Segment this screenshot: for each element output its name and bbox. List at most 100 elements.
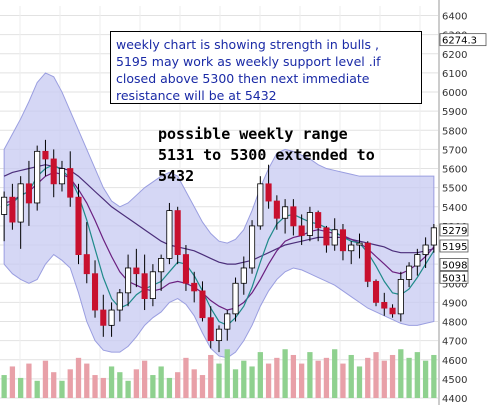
candle-body (224, 313, 231, 330)
volume-bar (431, 354, 437, 398)
y-tick-label: 5600 (442, 165, 467, 176)
candle-body (232, 282, 239, 315)
volume-bar (59, 380, 65, 398)
candle-body (315, 212, 322, 229)
candle-body (100, 309, 107, 326)
candle-body (108, 309, 115, 326)
candle-body (166, 210, 173, 259)
candle-body (116, 292, 123, 311)
volume-bar (9, 366, 16, 398)
candle-body (125, 267, 132, 294)
candle-body (42, 150, 49, 160)
candle-body (141, 273, 148, 299)
candle-body (75, 196, 82, 255)
candle-body (348, 244, 355, 252)
candle-body (323, 227, 330, 246)
candle-body (356, 242, 363, 246)
candle-body (249, 225, 256, 269)
volume-bar (356, 366, 363, 398)
candle-body (17, 183, 24, 223)
candle-body (182, 254, 189, 284)
volume-bar (381, 360, 387, 398)
candle-body (430, 227, 437, 246)
candle-body (158, 258, 165, 273)
volume-bar (183, 357, 189, 398)
candle-body (191, 282, 198, 292)
volume-bar (51, 372, 57, 398)
volume-bar (365, 357, 371, 398)
y-tick-label: 4700 (442, 337, 467, 348)
candle-body (174, 210, 181, 255)
y-tick-label: 6100 (442, 69, 467, 80)
volume-bar (199, 375, 206, 398)
candle-body (331, 229, 338, 246)
volume-bar (298, 363, 305, 398)
price-tag (439, 239, 469, 253)
candle-body (298, 225, 305, 236)
volume-bar (175, 372, 181, 398)
y-tick-label: 6000 (442, 88, 467, 99)
volume-bar (92, 375, 98, 398)
y-tick-label: 4600 (442, 356, 467, 367)
volume-bar (422, 360, 429, 398)
candle-body (199, 290, 206, 319)
volume-bar (26, 363, 32, 398)
y-tick-label: 5700 (442, 145, 467, 156)
moving-average-line (3, 164, 435, 327)
volume-bar (373, 352, 379, 398)
y-tick-label: 5900 (442, 107, 467, 118)
volume-bar (133, 369, 140, 398)
candle-body (83, 254, 90, 275)
weekly-range-note: possible weekly range 5131 to 5300 exten… (158, 125, 375, 185)
y-tick-label: 4900 (442, 298, 467, 309)
candle-body (414, 254, 421, 267)
volume-bar (117, 372, 123, 398)
candle-body (240, 267, 247, 284)
volume-bar (208, 354, 214, 398)
candle-body (9, 196, 16, 223)
y-tick-label: 5000 (442, 279, 467, 290)
price-tag-label: 5031 (442, 273, 467, 284)
candle-body (265, 183, 272, 202)
price-tag-label: 5279 (442, 226, 467, 237)
volume-bar (265, 363, 272, 398)
moving-average-line (3, 164, 435, 265)
candle-body (67, 168, 74, 198)
candle-body (290, 206, 297, 227)
volume-bar (108, 366, 115, 398)
y-tick-label: 4400 (442, 394, 467, 405)
candle-body (133, 267, 140, 275)
volume-bar (18, 377, 24, 398)
candle-body (1, 196, 8, 215)
price-tag-label: 6274.3 (442, 36, 477, 47)
y-tick-label: 5800 (442, 126, 467, 137)
volume-bar (67, 369, 73, 398)
price-tag (439, 258, 469, 271)
candle-body (422, 244, 429, 255)
price-tag (439, 33, 487, 47)
candle-body (257, 183, 264, 227)
volume-bar (257, 352, 263, 398)
candle-body (50, 158, 57, 185)
volume-bar (290, 354, 297, 398)
volume-bar (150, 375, 156, 398)
candle-body (282, 206, 289, 219)
volume-bar (340, 363, 346, 398)
y-tick-label: 6200 (442, 50, 467, 61)
volume-bar (389, 354, 396, 398)
volume-bar (323, 357, 330, 398)
y-tick-label: 5500 (442, 184, 467, 195)
volume-bar (249, 366, 255, 398)
bollinger-band (3, 72, 435, 359)
volume-bar (84, 363, 90, 398)
volume-bar (307, 352, 313, 398)
volume-bar (406, 357, 412, 398)
volume-bar (216, 363, 222, 398)
candle-body (372, 280, 380, 303)
volume-bar (125, 380, 131, 398)
volume-bar (100, 377, 106, 398)
volume-bar (241, 360, 247, 398)
volume-bar (1, 375, 7, 398)
volume-bar (232, 369, 239, 398)
volume-bar (34, 380, 40, 398)
